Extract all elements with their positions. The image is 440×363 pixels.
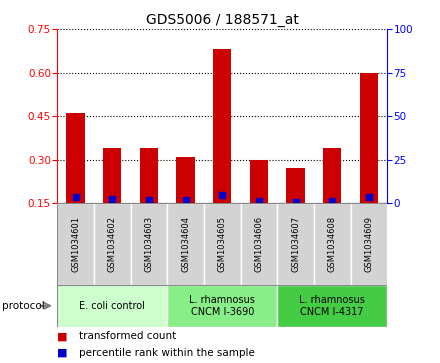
Text: GSM1034605: GSM1034605 [218, 216, 227, 272]
Bar [277, 203, 314, 285]
Bar [241, 203, 277, 285]
Text: GSM1034608: GSM1034608 [328, 216, 337, 272]
Text: GSM1034604: GSM1034604 [181, 216, 190, 272]
Bar [57, 285, 167, 327]
Bar [167, 203, 204, 285]
Bar [131, 203, 167, 285]
Bar [323, 148, 341, 203]
Text: GSM1034609: GSM1034609 [364, 216, 374, 272]
Bar [351, 203, 387, 285]
Text: GSM1034602: GSM1034602 [108, 216, 117, 272]
Text: GSM1034607: GSM1034607 [291, 216, 300, 272]
Text: ■: ■ [57, 347, 68, 358]
Bar [360, 73, 378, 203]
Bar [204, 203, 241, 285]
Bar [94, 203, 131, 285]
Text: percentile rank within the sample: percentile rank within the sample [79, 347, 255, 358]
Bar [167, 285, 277, 327]
Bar [250, 160, 268, 203]
Text: ■: ■ [57, 331, 68, 341]
Text: L. rhamnosus
CNCM I-4317: L. rhamnosus CNCM I-4317 [299, 295, 365, 317]
Bar [213, 49, 231, 203]
Bar [66, 113, 85, 203]
Title: GDS5006 / 188571_at: GDS5006 / 188571_at [146, 13, 299, 26]
Bar [176, 157, 195, 203]
Bar [314, 203, 351, 285]
Bar [286, 168, 305, 203]
Text: GSM1034603: GSM1034603 [144, 216, 154, 272]
Text: L. rhamnosus
CNCM I-3690: L. rhamnosus CNCM I-3690 [189, 295, 255, 317]
Bar [277, 285, 387, 327]
Text: E. coli control: E. coli control [79, 301, 145, 311]
Text: GSM1034601: GSM1034601 [71, 216, 80, 272]
Bar [57, 203, 94, 285]
Bar [103, 148, 121, 203]
Bar [140, 148, 158, 203]
Text: GSM1034606: GSM1034606 [254, 216, 264, 272]
Text: protocol: protocol [2, 301, 45, 311]
Text: transformed count: transformed count [79, 331, 176, 341]
